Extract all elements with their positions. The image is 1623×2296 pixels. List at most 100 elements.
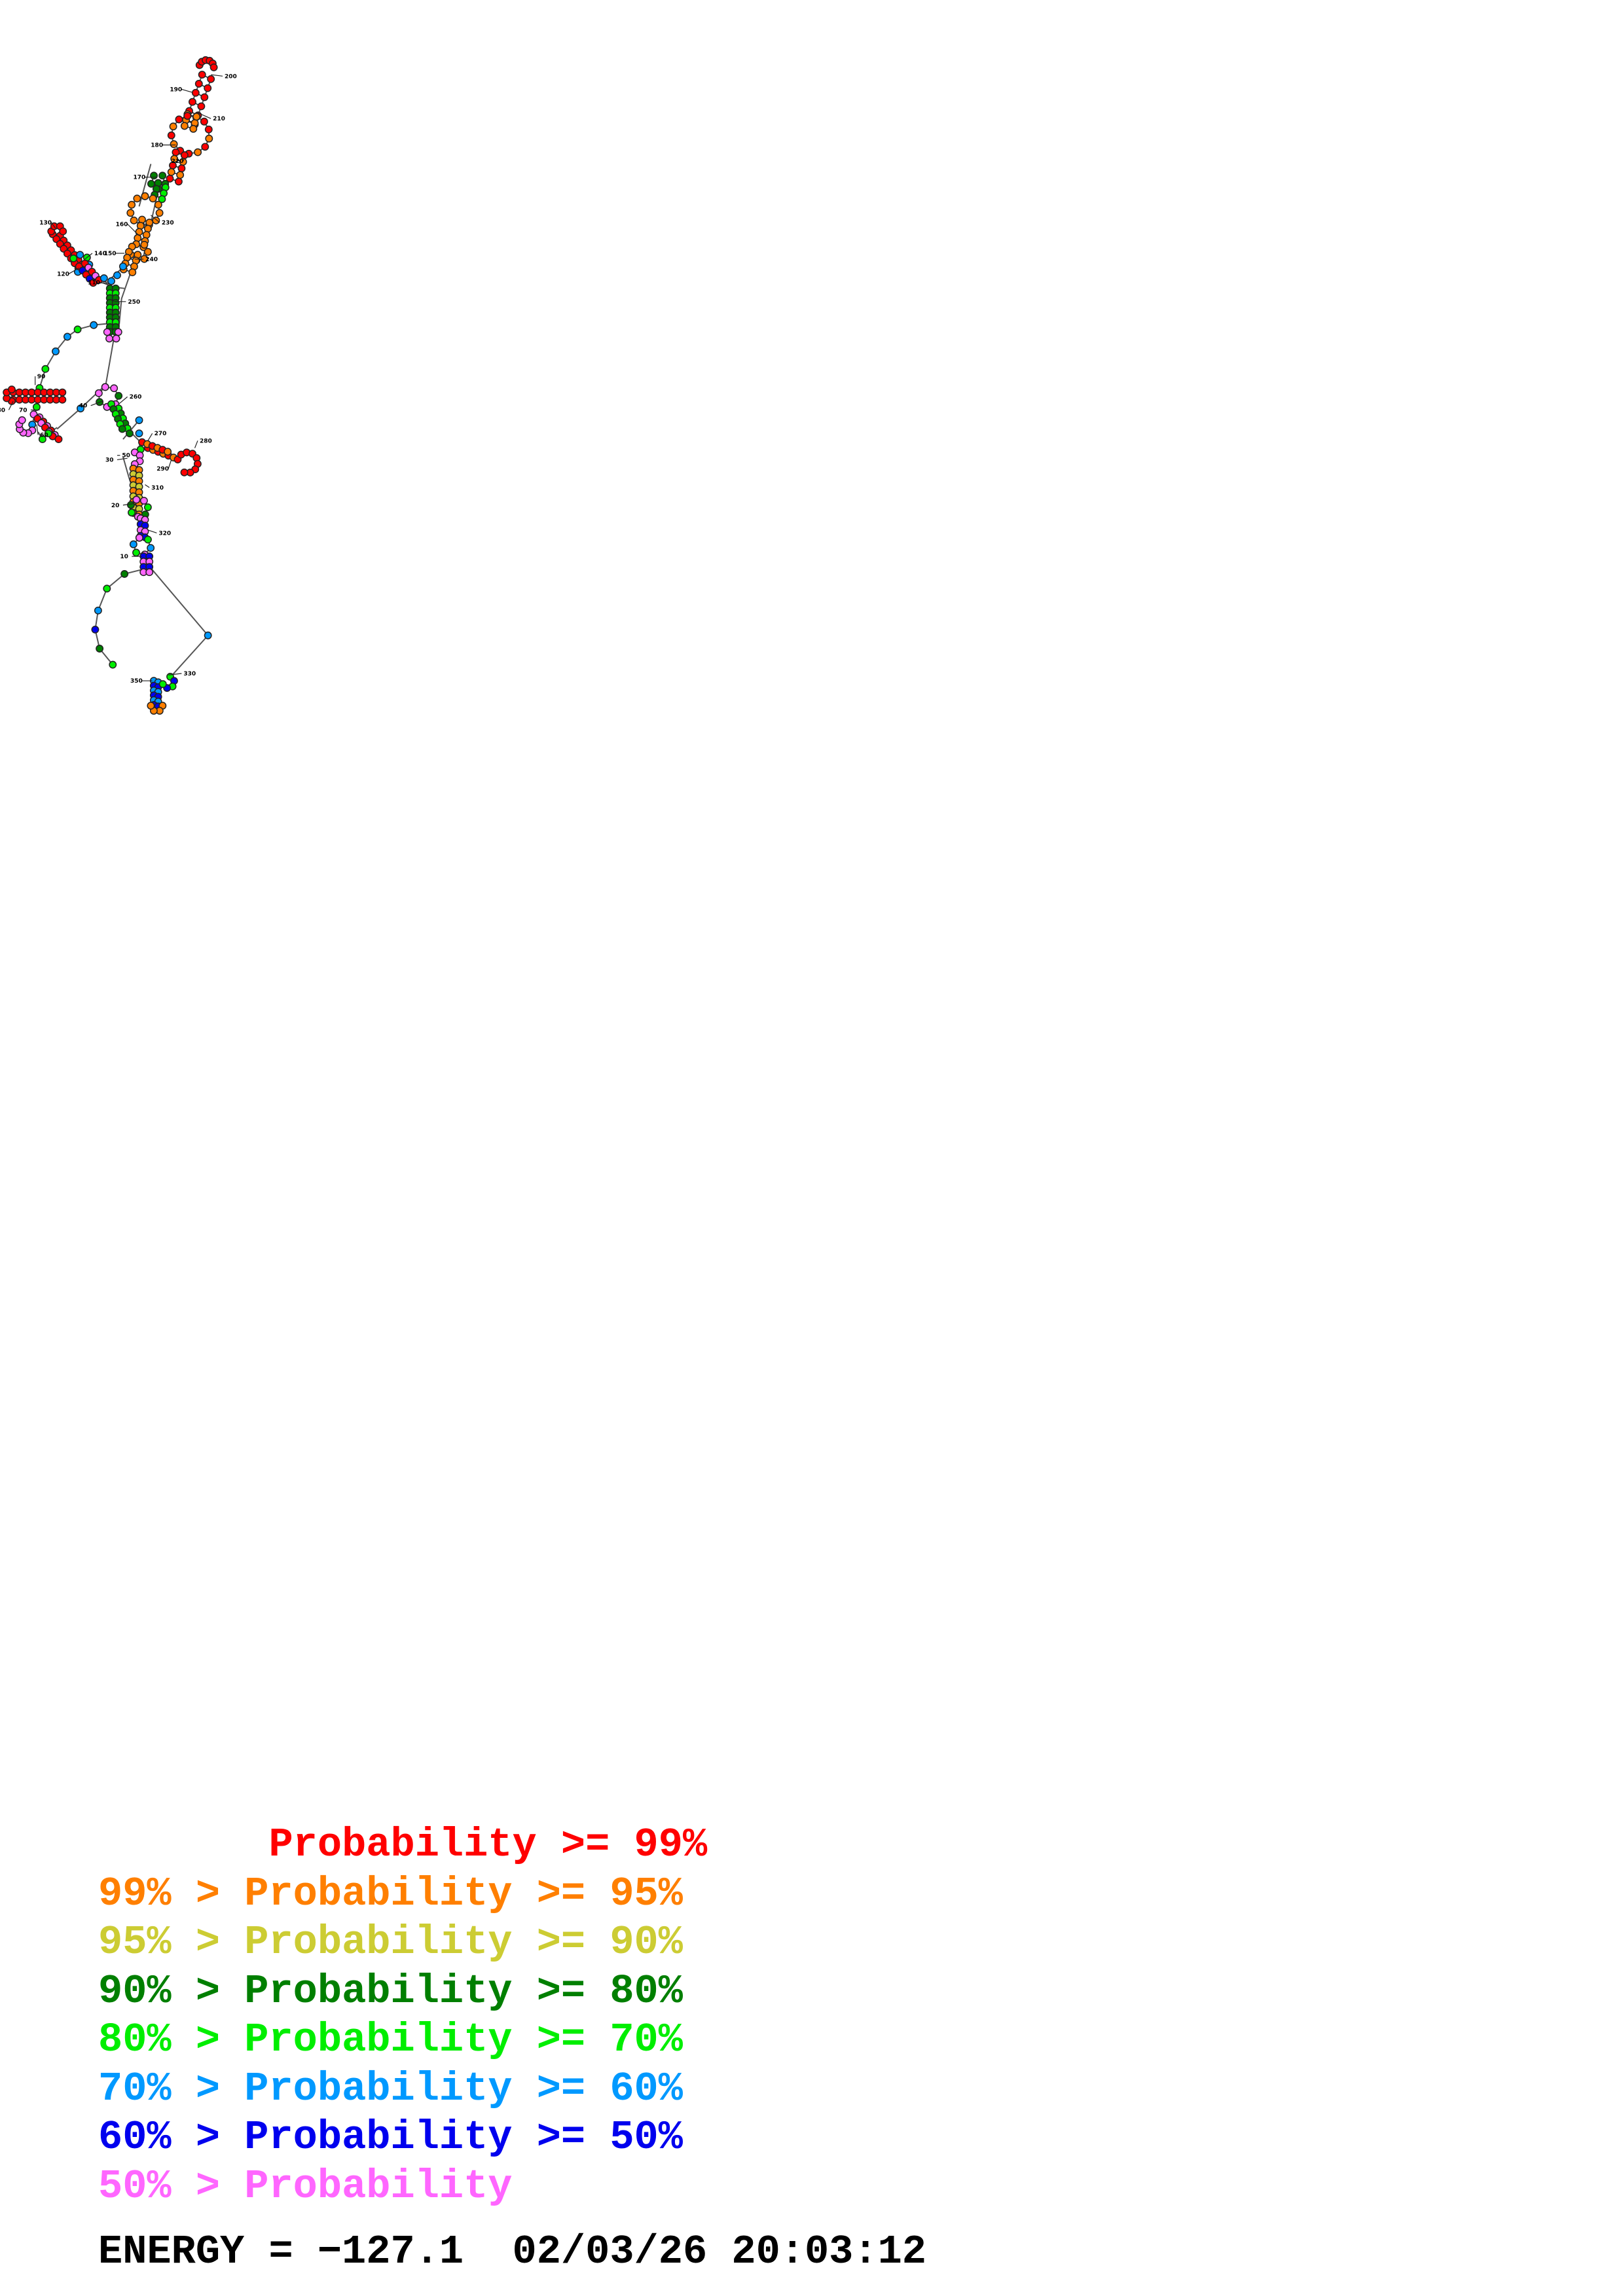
index-tick: [68, 267, 80, 274]
index-label: 80: [0, 407, 5, 414]
nucleotide: [180, 122, 189, 130]
nucleotide: [110, 384, 119, 393]
index-tick: [50, 222, 56, 229]
rna-secondary-structure: 200 190 210 180 220 170 230 160 240 150 130 140 120 1…: [0, 56, 237, 715]
index-label: 230: [162, 220, 174, 226]
nucleotide: [204, 125, 213, 134]
index-label: 190: [170, 86, 182, 93]
index-label: 280: [200, 438, 212, 444]
nucleotide: [172, 148, 180, 156]
nucleotide: [140, 240, 149, 249]
legend-label: Probability >= 99%: [268, 1821, 708, 1868]
legend-label: Probability >= 70%: [244, 2017, 683, 2063]
nucleotide: [126, 429, 134, 438]
nucleotide: [128, 268, 137, 277]
nucleotide: [174, 177, 183, 186]
index-tick: [181, 88, 192, 93]
index-label: 30: [105, 457, 114, 463]
nucleotide: [59, 227, 67, 236]
nucleotide: [139, 497, 148, 505]
index-tick: [183, 158, 185, 162]
index-tick: [145, 484, 150, 488]
index-label: 240: [145, 257, 158, 263]
legend-prefix: 70% >: [98, 2065, 245, 2112]
index-label: 170: [133, 175, 145, 181]
nucleotide: [191, 88, 200, 97]
nucleotide: [180, 468, 189, 476]
legend-label: Probability >= 90%: [244, 1919, 683, 1965]
index-label: 180: [151, 142, 163, 149]
nucleotide: [194, 80, 203, 88]
nucleotide: [7, 386, 16, 393]
nucleotide: [135, 533, 143, 542]
nucleotide: [204, 84, 212, 92]
index-tick: [211, 74, 223, 77]
nucleotide: [132, 495, 141, 504]
nucleotide: [175, 115, 183, 124]
nucleotide: [32, 403, 41, 411]
nucleotide: [101, 383, 109, 391]
nucleotide: [73, 325, 82, 334]
nucleotide: [170, 140, 178, 149]
index-label: 210: [213, 116, 225, 122]
index-label: 140: [94, 251, 107, 257]
nucleotide: [103, 328, 111, 336]
nucleotide: [158, 171, 167, 180]
nucleotide: [204, 631, 212, 639]
backbone-segment: [118, 264, 134, 331]
nucleotide: [54, 435, 63, 444]
nucleotide: [130, 216, 138, 224]
nucleotide: [126, 209, 135, 217]
index-label: 260: [130, 394, 142, 401]
nucleotide: [147, 544, 155, 552]
nucleotide: [147, 702, 155, 710]
legend-row: 70% > Probability >= 60%: [98, 2065, 707, 2114]
nucleotide: [96, 645, 104, 653]
nucleotide: [198, 71, 206, 79]
index-label: 20: [111, 503, 120, 509]
legend-label: Probability >= 80%: [244, 1967, 683, 2015]
nucleotide: [152, 216, 160, 224]
index-label: 60: [40, 432, 48, 439]
nucleotide: [114, 328, 122, 336]
probability-legend: Probability >= 99% 99% > Probability >= 9…: [98, 1821, 707, 2211]
nucleotide: [158, 680, 167, 689]
nucleotide: [115, 391, 123, 400]
index-label: 70: [19, 407, 27, 414]
index-tick: [8, 401, 14, 410]
backbone-segment: [150, 567, 209, 680]
index-label: 200: [225, 73, 237, 80]
index-tick: [197, 112, 211, 119]
index-label: 130: [39, 220, 52, 226]
nucleotide: [167, 131, 175, 139]
index-label: 290: [156, 466, 169, 473]
nucleotide: [128, 509, 136, 517]
index-tick: [168, 673, 182, 675]
nucleotide: [94, 606, 102, 615]
nucleotide: [109, 660, 117, 669]
nucleotide: [120, 569, 129, 578]
nucleotide: [144, 535, 152, 544]
nucleotide: [58, 395, 67, 404]
index-tick: [147, 433, 153, 441]
index-label: 160: [116, 221, 128, 228]
nucleotide: [69, 254, 78, 262]
nucleotide: [94, 389, 103, 397]
legend-prefix: 50% >: [98, 2162, 245, 2210]
nucleotide: [158, 195, 166, 204]
legend-prefix: [98, 1821, 268, 1868]
legend-label: Probability >= 60%: [244, 2065, 683, 2112]
backbone-segment: [138, 164, 152, 207]
index-label: 10: [120, 554, 128, 560]
legend-label: Probability >= 50%: [244, 2114, 683, 2161]
index-label: 350: [130, 678, 143, 685]
index-tick: [90, 401, 103, 406]
legend-row: Probability >= 99%: [98, 1821, 707, 1870]
index-label: 270: [155, 431, 167, 437]
nucleotide: [58, 388, 67, 397]
nucleotide: [105, 334, 113, 343]
index-labels: 200 190 210 180 220 170 230 160 240 150 130 140 120 1…: [0, 73, 237, 685]
nucleotide: [200, 93, 209, 101]
legend-prefix: 90% >: [98, 1967, 245, 2015]
nucleotide: [103, 584, 111, 593]
